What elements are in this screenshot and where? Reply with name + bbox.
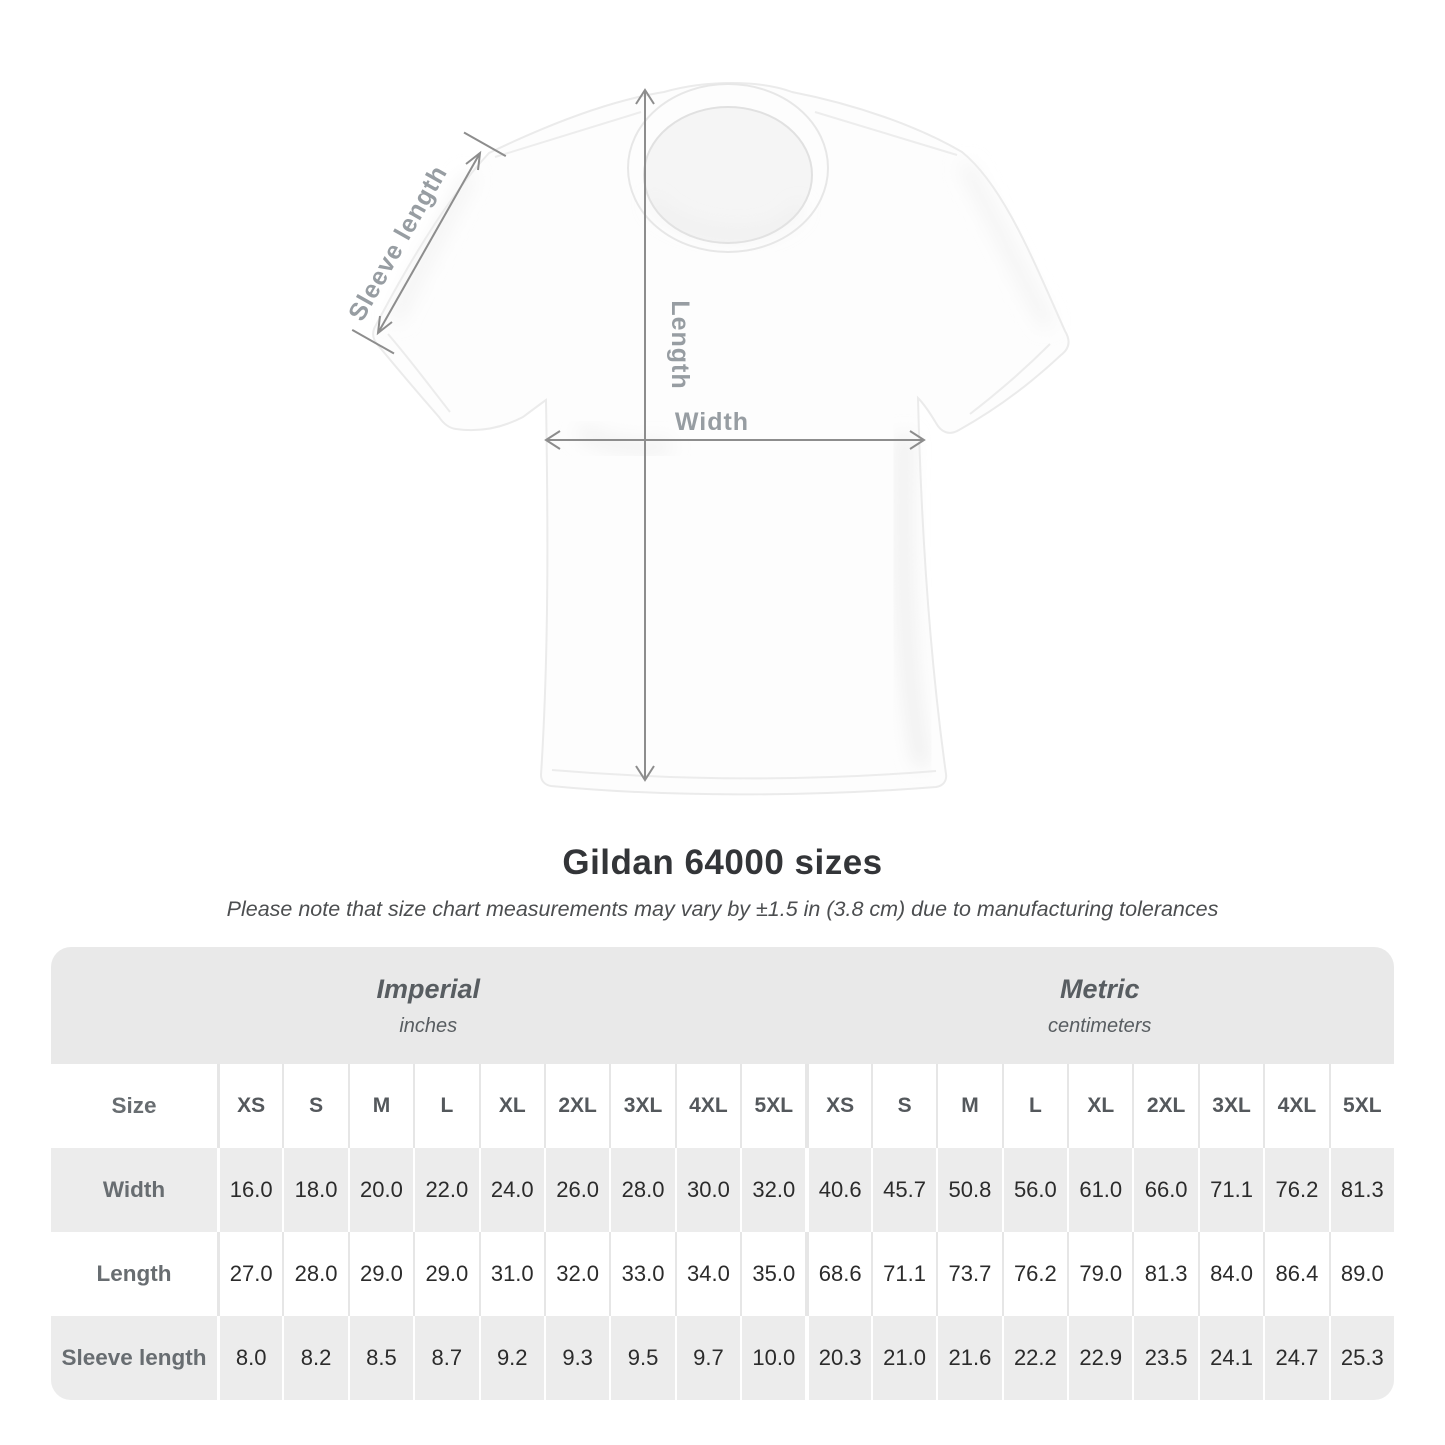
value-cell-imperial: 9.2 bbox=[478, 1316, 544, 1400]
value-cell-imperial: 33.0 bbox=[609, 1232, 675, 1316]
tshirt-graphic bbox=[372, 82, 1070, 796]
value-cell-metric: 25.3 bbox=[1328, 1316, 1394, 1400]
value-cell-imperial: 32.0 bbox=[740, 1148, 806, 1232]
imperial-label: Imperial bbox=[376, 973, 481, 1004]
size-table: Imperial inches Metric centimeters Size X… bbox=[51, 947, 1394, 1400]
size-corner-header: Size bbox=[51, 1064, 217, 1148]
value-cell-imperial: 26.0 bbox=[543, 1148, 610, 1232]
size-col-header-imperial: 3XL bbox=[609, 1064, 675, 1148]
length-arrow bbox=[635, 88, 655, 782]
value-cell-metric: 89.0 bbox=[1328, 1232, 1394, 1316]
value-cell-imperial: 9.3 bbox=[543, 1316, 610, 1400]
value-cell-metric: 76.2 bbox=[1263, 1148, 1329, 1232]
row-label: Length bbox=[51, 1232, 217, 1316]
value-cell-imperial: 20.0 bbox=[347, 1148, 414, 1232]
size-col-header-metric: XS bbox=[805, 1064, 871, 1148]
imperial-unit: inches bbox=[399, 1014, 458, 1037]
size-col-header-metric: 4XL bbox=[1263, 1064, 1329, 1148]
value-cell-metric: 56.0 bbox=[1001, 1148, 1068, 1232]
heading-block: Gildan 64000 sizes Please note that size… bbox=[0, 843, 1445, 922]
value-cell-imperial: 8.2 bbox=[282, 1316, 348, 1400]
size-col-header-imperial: 2XL bbox=[543, 1064, 610, 1148]
size-col-header-metric: L bbox=[1001, 1064, 1068, 1148]
length-label: Length bbox=[666, 300, 694, 389]
value-cell-imperial: 34.0 bbox=[674, 1232, 741, 1316]
value-cell-metric: 71.1 bbox=[1197, 1148, 1264, 1232]
value-cell-metric: 66.0 bbox=[1132, 1148, 1198, 1232]
value-cell-imperial: 29.0 bbox=[347, 1232, 414, 1316]
size-col-header-imperial: 5XL bbox=[740, 1064, 806, 1148]
size-col-header-metric: 5XL bbox=[1328, 1064, 1394, 1148]
row-label: Sleeve length bbox=[51, 1316, 217, 1400]
tshirt-measurement-diagram: Sleeve length Length Width bbox=[343, 82, 1070, 796]
width-arrow bbox=[544, 430, 926, 450]
value-cell-imperial: 16.0 bbox=[217, 1148, 283, 1232]
size-col-header-imperial: XL bbox=[478, 1064, 544, 1148]
width-label: Width bbox=[675, 408, 749, 436]
value-cell-imperial: 8.5 bbox=[347, 1316, 414, 1400]
value-cell-imperial: 30.0 bbox=[674, 1148, 741, 1232]
size-grid: Imperial inches Metric centimeters Size X… bbox=[51, 947, 1394, 1400]
page-title: Gildan 64000 sizes bbox=[562, 843, 883, 882]
size-col-header-metric: 2XL bbox=[1132, 1064, 1198, 1148]
value-cell-imperial: 18.0 bbox=[282, 1148, 348, 1232]
size-col-header-imperial: L bbox=[413, 1064, 479, 1148]
size-col-header-metric: S bbox=[870, 1064, 937, 1148]
value-cell-imperial: 8.7 bbox=[413, 1316, 479, 1400]
value-cell-imperial: 8.0 bbox=[217, 1316, 283, 1400]
value-cell-metric: 86.4 bbox=[1263, 1232, 1329, 1316]
value-cell-metric: 24.7 bbox=[1263, 1316, 1329, 1400]
metric-label: Metric bbox=[1059, 973, 1140, 1004]
value-cell-imperial: 9.7 bbox=[674, 1316, 741, 1400]
value-cell-metric: 84.0 bbox=[1197, 1232, 1264, 1316]
value-cell-metric: 22.9 bbox=[1067, 1316, 1133, 1400]
metric-unit: centimeters bbox=[1048, 1014, 1152, 1037]
value-cell-metric: 61.0 bbox=[1067, 1148, 1133, 1232]
size-col-header-metric: M bbox=[936, 1064, 1002, 1148]
value-cell-imperial: 32.0 bbox=[543, 1232, 610, 1316]
row-label: Width bbox=[51, 1148, 217, 1232]
value-cell-metric: 71.1 bbox=[870, 1232, 937, 1316]
value-cell-imperial: 28.0 bbox=[282, 1232, 348, 1316]
value-cell-metric: 81.3 bbox=[1328, 1148, 1394, 1232]
value-cell-imperial: 29.0 bbox=[413, 1232, 479, 1316]
value-cell-metric: 68.6 bbox=[805, 1232, 871, 1316]
value-cell-metric: 20.3 bbox=[805, 1316, 871, 1400]
size-col-header-imperial: 4XL bbox=[674, 1064, 741, 1148]
tolerance-note: Please note that size chart measurements… bbox=[226, 897, 1219, 921]
size-col-header-metric: XL bbox=[1067, 1064, 1133, 1148]
value-cell-imperial: 10.0 bbox=[740, 1316, 806, 1400]
value-cell-metric: 50.8 bbox=[936, 1148, 1002, 1232]
value-cell-metric: 21.6 bbox=[936, 1316, 1002, 1400]
value-cell-imperial: 28.0 bbox=[609, 1148, 675, 1232]
size-col-header-imperial: XS bbox=[217, 1064, 283, 1148]
size-col-header-imperial: S bbox=[282, 1064, 348, 1148]
value-cell-metric: 73.7 bbox=[936, 1232, 1002, 1316]
value-cell-metric: 22.2 bbox=[1001, 1316, 1068, 1400]
sleeve-length-arrow bbox=[351, 131, 507, 355]
size-col-header-metric: 3XL bbox=[1197, 1064, 1264, 1148]
value-cell-metric: 23.5 bbox=[1132, 1316, 1198, 1400]
value-cell-metric: 45.7 bbox=[870, 1148, 937, 1232]
value-cell-imperial: 35.0 bbox=[740, 1232, 806, 1316]
value-cell-imperial: 22.0 bbox=[413, 1148, 479, 1232]
value-cell-imperial: 31.0 bbox=[478, 1232, 544, 1316]
metric-group-header: Metric centimeters bbox=[805, 947, 1394, 1064]
value-cell-imperial: 27.0 bbox=[217, 1232, 283, 1316]
value-cell-metric: 81.3 bbox=[1132, 1232, 1198, 1316]
imperial-group-header: Imperial inches bbox=[51, 947, 806, 1064]
value-cell-metric: 40.6 bbox=[805, 1148, 871, 1232]
value-cell-imperial: 9.5 bbox=[609, 1316, 675, 1400]
value-cell-metric: 76.2 bbox=[1001, 1232, 1068, 1316]
value-cell-metric: 79.0 bbox=[1067, 1232, 1133, 1316]
value-cell-metric: 21.0 bbox=[870, 1316, 937, 1400]
size-col-header-imperial: M bbox=[347, 1064, 414, 1148]
value-cell-imperial: 24.0 bbox=[478, 1148, 544, 1232]
value-cell-metric: 24.1 bbox=[1197, 1316, 1264, 1400]
